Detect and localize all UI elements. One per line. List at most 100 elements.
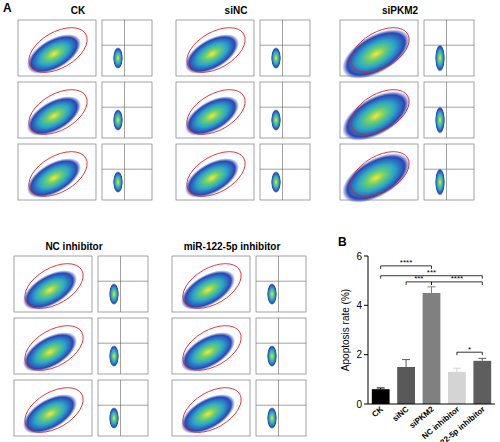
quadrant-line — [424, 45, 474, 46]
density-blob — [109, 283, 119, 305]
density-blob — [113, 171, 123, 193]
gate — [179, 18, 252, 81]
quadrant-line — [260, 45, 310, 46]
bar — [397, 367, 415, 404]
y-tick — [364, 404, 368, 405]
y-tick-label: 6 — [356, 251, 362, 262]
density-blob — [271, 171, 281, 193]
quadrant-line — [102, 45, 152, 46]
error-cap — [478, 358, 486, 359]
y-tick-label: 2 — [356, 349, 362, 360]
quadrant-line — [124, 144, 125, 200]
gate — [17, 316, 90, 379]
x-axis — [368, 404, 495, 405]
flow-frame — [260, 82, 310, 138]
quadrant-line — [102, 169, 152, 170]
density-blob — [267, 283, 277, 305]
y-tick — [364, 354, 368, 355]
density-blob — [435, 44, 445, 72]
density-blob — [334, 81, 418, 151]
flow-frame — [256, 380, 306, 436]
quadrant-line — [102, 107, 152, 108]
error-cap — [402, 359, 410, 360]
bar — [473, 361, 491, 404]
quadrant-line — [256, 343, 306, 344]
quadrant-line — [120, 380, 121, 436]
x-tick-label: miR-122-5p inhibitor — [422, 405, 487, 442]
y-label: Apoptosis rate (%) — [340, 289, 351, 371]
gate — [21, 18, 94, 81]
gate — [21, 80, 94, 143]
density-blob — [435, 106, 445, 134]
flow-frame — [98, 380, 148, 436]
flow-frame — [102, 82, 152, 138]
error-bar — [478, 358, 486, 360]
flow-frame — [256, 256, 306, 312]
flow-frame — [260, 20, 310, 76]
panel-label: A — [3, 1, 12, 15]
y-tick-label: 0 — [356, 399, 362, 410]
density-blob — [113, 47, 123, 69]
gate — [175, 316, 248, 379]
error-bar — [428, 287, 436, 293]
group-label: siPKM2 — [382, 5, 419, 16]
flow-frame — [424, 82, 474, 138]
density-blob — [271, 109, 281, 131]
quadrant-line — [282, 20, 283, 76]
flow-frame — [424, 20, 474, 76]
quadrant-line — [98, 281, 148, 282]
flow-frame — [98, 256, 148, 312]
gate — [21, 142, 94, 205]
sig-label: **** — [451, 274, 463, 283]
x-tick-label: siNC — [391, 404, 411, 423]
quadrant-line — [98, 343, 148, 344]
group-label: CK — [71, 5, 86, 16]
density-blob — [267, 345, 277, 367]
sig-label: * — [468, 345, 471, 354]
density-blob — [435, 168, 445, 196]
quadrant-line — [256, 281, 306, 282]
quadrant-line — [446, 82, 447, 138]
density-blob — [271, 47, 281, 69]
error-bar — [453, 368, 461, 372]
gate — [179, 80, 252, 143]
gate — [17, 378, 90, 441]
error-cap — [453, 368, 461, 369]
error-stem — [456, 368, 457, 372]
error-cap — [377, 387, 385, 388]
error-bar — [377, 388, 385, 389]
y-tick-label: 4 — [356, 300, 362, 311]
quadrant-line — [260, 107, 310, 108]
gate — [17, 254, 90, 317]
gate — [175, 254, 248, 317]
flow-frame — [102, 20, 152, 76]
panel-label: B — [338, 235, 347, 249]
quadrant-line — [278, 256, 279, 312]
group-label: NC inhibitor — [45, 241, 102, 252]
x-tick-label: CK — [370, 404, 385, 418]
flow-frame — [256, 318, 306, 374]
y-tick — [364, 305, 368, 306]
quadrant-line — [282, 144, 283, 200]
density-blob — [113, 109, 123, 131]
gate — [179, 142, 252, 205]
quadrant-line — [256, 405, 306, 406]
gate — [175, 378, 248, 441]
density-blob — [334, 19, 418, 89]
flow-frame — [98, 318, 148, 374]
quadrant-line — [446, 144, 447, 200]
quadrant-line — [120, 256, 121, 312]
quadrant-line — [424, 107, 474, 108]
density-blob — [267, 407, 277, 429]
density-blob — [109, 345, 119, 367]
error-stem — [431, 287, 432, 293]
quadrant-line — [278, 318, 279, 374]
quadrant-line — [124, 20, 125, 76]
quadrant-line — [424, 169, 474, 170]
gate — [343, 142, 416, 205]
quadrant-line — [282, 82, 283, 138]
density-blob — [109, 407, 119, 429]
quadrant-line — [260, 169, 310, 170]
gate — [343, 80, 416, 143]
group-label: miR-122-5p inhibitor — [184, 241, 281, 252]
